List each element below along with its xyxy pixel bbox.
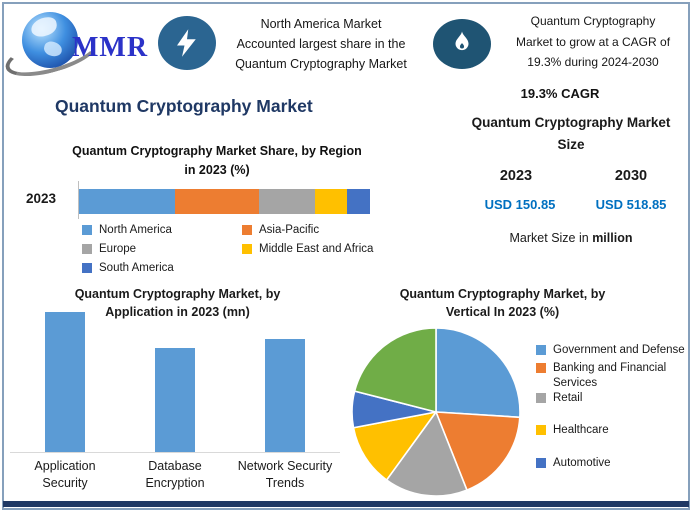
application-plot xyxy=(10,300,340,453)
lightning-icon xyxy=(177,29,196,57)
vertical-pie-legend: Government and Defense Banking and Financ… xyxy=(536,343,688,471)
region-legend-item-south-america: South America xyxy=(82,261,242,276)
vertical-legend-item-banking-and-financial-services: Banking and Financial Services xyxy=(536,361,688,391)
region-chart-title: Quantum Cryptography Market Share, by Re… xyxy=(72,144,362,177)
region-legend-item-europe: Europe xyxy=(82,242,242,257)
globe-icon xyxy=(22,12,78,68)
legend-swatch-icon xyxy=(536,362,546,373)
region-chart-axis xyxy=(78,181,79,219)
pie-slice-retail xyxy=(385,411,468,497)
legend-label: Asia-Pacific xyxy=(259,224,320,236)
legend-swatch-icon xyxy=(536,392,546,403)
legend-label: Government and Defense xyxy=(553,344,685,356)
highlight-left-line3: Quantum Cryptography Market xyxy=(235,57,407,71)
legend-swatch-icon xyxy=(242,243,252,254)
market-size-note-prefix: Market Size in xyxy=(509,231,593,245)
application-bar-application-security xyxy=(45,312,85,452)
flame-badge xyxy=(433,19,491,69)
highlight-right-line3: 19.3% during 2024-2030 xyxy=(527,55,659,70)
legend-swatch-icon xyxy=(82,243,92,254)
region-segment-middle-east-and-africa xyxy=(314,189,347,214)
market-size-note-unit: million xyxy=(592,231,633,245)
legend-swatch-icon xyxy=(242,225,252,235)
application-labels: Application Security Database Encryption N… xyxy=(10,458,340,498)
region-legend-item-middle-east-and-africa: Middle East and Africa xyxy=(242,242,387,257)
flame-icon xyxy=(455,31,469,51)
header-highlight-left: North America Market Accounted largest s… xyxy=(220,14,422,74)
legend-label: Automotive xyxy=(553,456,611,469)
mmr-logo: MMR xyxy=(1,8,154,85)
legend-swatch-icon xyxy=(536,457,546,468)
legend-label: Europe xyxy=(99,242,137,255)
region-segment-north-america xyxy=(79,189,176,214)
pie-slice-healthcare xyxy=(352,411,437,481)
market-size-note: Market Size in million xyxy=(465,231,677,245)
legend-label: Middle East and Africa xyxy=(259,242,374,255)
region-segment-asia-pacific xyxy=(175,189,260,214)
legend-swatch-icon xyxy=(536,424,546,435)
logo-text: MMR xyxy=(72,32,149,63)
region-legend-item-north-america: North America xyxy=(82,223,242,238)
application-category-label: Database Encryption xyxy=(145,459,205,490)
application-chart-title: Quantum Cryptography Market, by Applicat… xyxy=(74,287,281,319)
highlight-left-line2: Accounted largest share in the xyxy=(236,37,406,51)
legend-label: North America xyxy=(99,224,172,236)
region-stacked-bar xyxy=(79,189,371,214)
application-category-label: Network Security Trends xyxy=(237,459,333,490)
legend-label: South America xyxy=(99,261,174,274)
pie-slice-government-and-defense xyxy=(435,327,521,419)
cagr-label: 19.3% CAGR xyxy=(520,86,600,101)
region-segment-south-america xyxy=(346,189,371,214)
vertical-legend-item-government-and-defense: Government and Defense xyxy=(536,343,688,358)
market-size-year-2023: 2023 xyxy=(499,168,533,184)
vertical-chart-title: Quantum Cryptography Market, by Vertical… xyxy=(399,287,606,319)
bottom-accent-bar xyxy=(3,501,689,507)
market-size-year-2030: 2030 xyxy=(614,168,648,184)
highlight-right-line2: Market to grow at a CAGR of xyxy=(515,34,671,49)
legend-swatch-icon xyxy=(82,262,92,273)
region-legend-item-asia-pacific: Asia-Pacific xyxy=(242,223,387,238)
vertical-legend-item-healthcare: Healthcare xyxy=(536,423,688,438)
vertical-legend-item-retail: Retail xyxy=(536,391,688,406)
application-category-label: Application Security xyxy=(34,459,96,490)
vertical-pie-svg xyxy=(351,327,521,497)
application-bar-network-security-trends xyxy=(265,339,305,452)
vertical-legend-item-automotive: Automotive xyxy=(536,456,688,471)
pie-slice-banking-and-financial-services xyxy=(435,411,521,491)
region-segment-europe xyxy=(259,189,315,214)
market-size-value-2023: USD 150.85 xyxy=(484,197,556,212)
legend-label: Healthcare xyxy=(553,423,609,436)
highlight-left-line1: North America Market xyxy=(260,17,382,31)
header-highlight-right: Quantum Cryptography Market to grow at a… xyxy=(498,11,688,73)
region-legend: North America Asia-Pacific Europe Middle Ea… xyxy=(82,223,387,276)
lightning-badge xyxy=(158,16,216,70)
highlight-right-line1: Quantum Cryptography xyxy=(530,14,656,28)
market-size-heading: Quantum Cryptography Market Size xyxy=(471,115,671,152)
legend-swatch-icon xyxy=(536,345,546,355)
legend-label: Retail xyxy=(553,391,583,404)
page-title: Quantum Cryptography Market xyxy=(55,96,313,116)
market-size-value-2030: USD 518.85 xyxy=(595,197,667,212)
region-category-label: 2023 xyxy=(26,191,57,206)
application-bar-database-encryption xyxy=(155,348,195,452)
legend-label: Banking and Financial Services xyxy=(553,361,667,389)
legend-swatch-icon xyxy=(82,225,92,235)
pie-slice-unlabeled xyxy=(353,327,437,413)
